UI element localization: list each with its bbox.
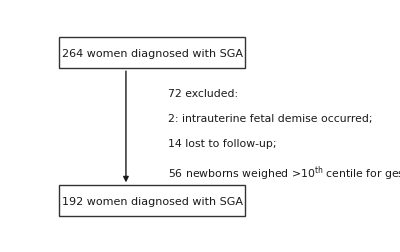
Text: 2: intrauterine fetal demise occurred;: 2: intrauterine fetal demise occurred; — [168, 114, 372, 124]
Text: 14 lost to follow-up;: 14 lost to follow-up; — [168, 139, 276, 149]
Text: 72 excluded:: 72 excluded: — [168, 88, 238, 99]
FancyBboxPatch shape — [59, 185, 245, 216]
Text: 56 newborns weighed >10$^{\mathrm{th}}$ centile for gestational age: 56 newborns weighed >10$^{\mathrm{th}}$ … — [168, 164, 400, 183]
Text: 264 women diagnosed with SGA: 264 women diagnosed with SGA — [62, 49, 243, 58]
Text: 192 women diagnosed with SGA: 192 women diagnosed with SGA — [62, 196, 243, 206]
FancyBboxPatch shape — [59, 38, 245, 69]
